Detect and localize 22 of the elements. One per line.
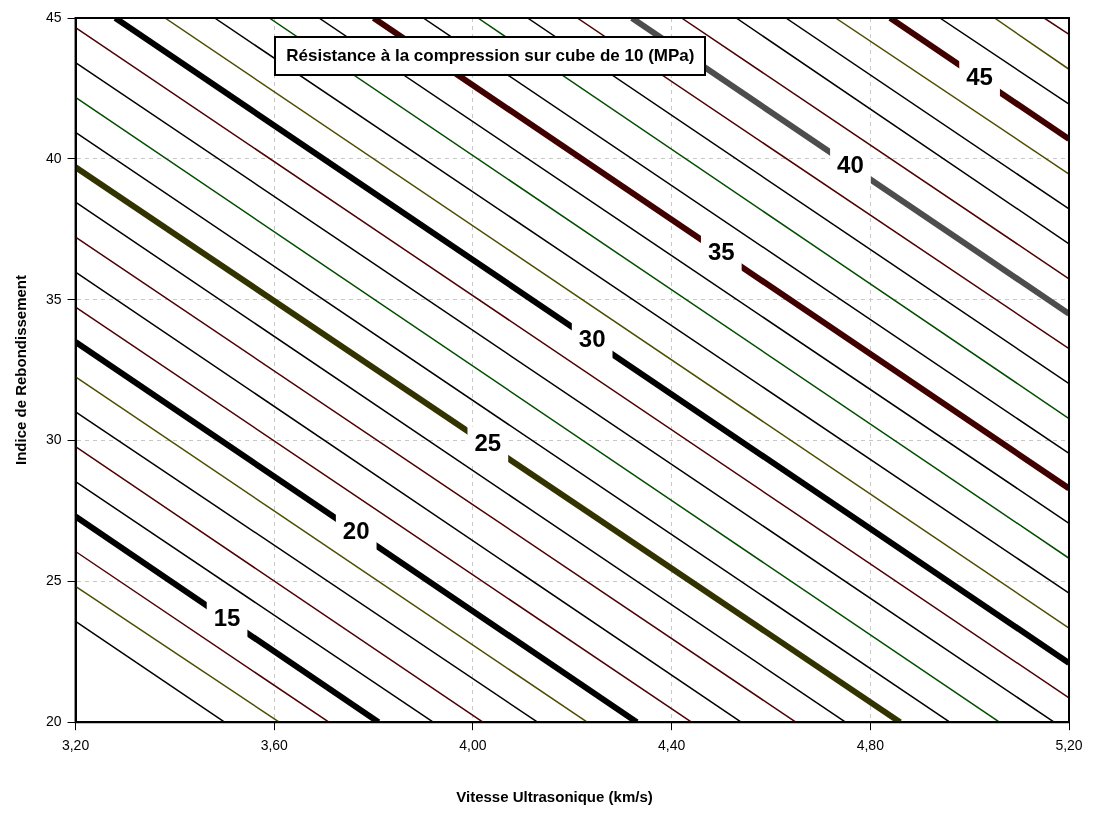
series-label: 35 (707, 237, 735, 265)
x-tick-label: 4,40 (658, 737, 686, 754)
x-tick-label: 3,60 (260, 737, 289, 754)
y-tick-label: 40 (45, 149, 62, 166)
x-tick-label: 4,00 (459, 737, 487, 754)
series-label: 20 (342, 516, 370, 544)
y-axis-title: Indice de Rebondissement (11, 275, 29, 466)
y-tick-label: 20 (45, 713, 62, 730)
y-tick-label: 45 (45, 8, 62, 25)
x-tick-label: 4,80 (856, 737, 885, 754)
y-tick-label: 35 (45, 290, 62, 307)
x-tick-label: 3,20 (61, 737, 90, 754)
y-tick-label: 25 (45, 572, 62, 589)
series-label: 30 (578, 325, 606, 353)
series-label: 45 (966, 63, 993, 91)
series-label: 40 (837, 150, 864, 178)
x-tick-label: 5,20 (1055, 737, 1083, 754)
series-label: 25 (474, 429, 502, 457)
text: Résistance à la compression sur cube de 10 (MPa) (274, 36, 707, 76)
x-axis-title: Vitesse Ultrasonique (km/s) (455, 788, 654, 805)
y-tick-label: 30 (45, 431, 62, 448)
series-label: 15 (213, 604, 241, 632)
